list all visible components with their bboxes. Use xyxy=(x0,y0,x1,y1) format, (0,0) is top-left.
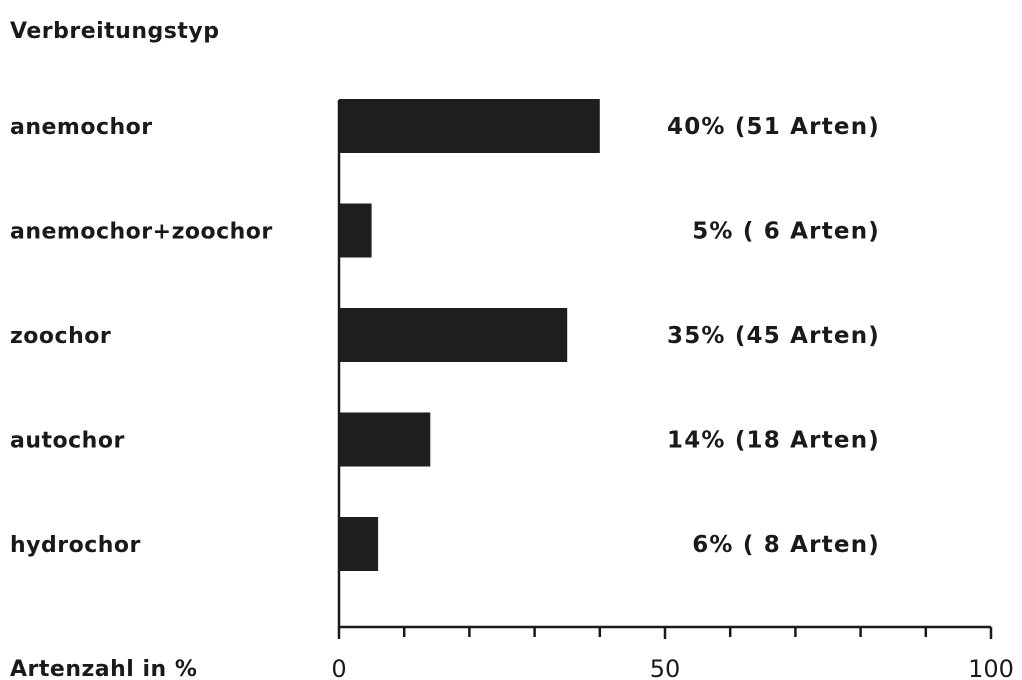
tick-label-0: 0 xyxy=(331,655,346,680)
data-label-3: 14% (18 Arten) xyxy=(667,428,880,454)
category-label-0: anemochor xyxy=(10,115,153,140)
data-label-1: 5% ( 6 Arten) xyxy=(692,219,880,245)
bar-2 xyxy=(339,308,568,362)
tick-label-50: 50 xyxy=(650,655,681,680)
bar-0 xyxy=(339,99,600,153)
x-axis-label: Artenzahl in % xyxy=(10,657,197,680)
category-label-3: autochor xyxy=(10,429,125,454)
x-axis-ticks xyxy=(337,627,993,639)
data-label-2: 35% (45 Arten) xyxy=(667,323,880,349)
data-labels: 40% (51 Arten) 5% ( 6 Arten) 35% (45 Arten… xyxy=(667,114,880,558)
category-label-1: anemochor+zoochor xyxy=(10,220,273,245)
bar-1 xyxy=(339,203,372,258)
tick-label-100: 100 xyxy=(968,655,1014,680)
category-label-2: zoochor xyxy=(10,324,111,349)
category-labels: anemochor anemochor+zoochor zoochor autocho… xyxy=(10,115,273,558)
category-axis-heading: Verbreitungstyp xyxy=(10,19,219,44)
data-label-0: 40% (51 Arten) xyxy=(667,114,880,140)
bar-4 xyxy=(339,517,379,571)
axis-line xyxy=(337,100,991,629)
data-label-4: 6% ( 8 Arten) xyxy=(692,532,880,558)
x-axis-tick-labels: 0 50 100 xyxy=(331,655,1014,680)
category-label-4: hydrochor xyxy=(10,533,141,558)
bar-3 xyxy=(339,412,431,467)
bars-layer xyxy=(339,99,600,571)
